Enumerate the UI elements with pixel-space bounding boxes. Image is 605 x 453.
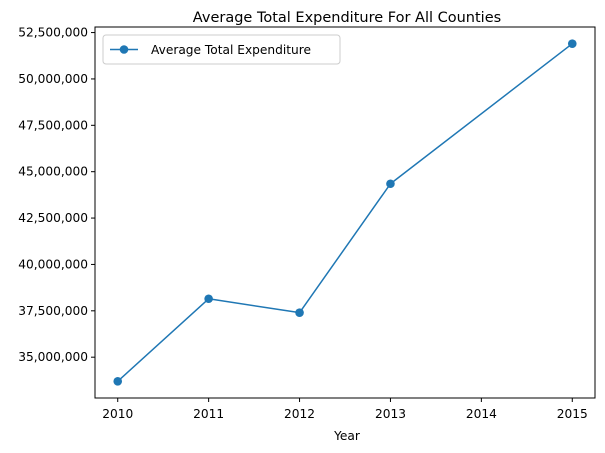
y-tick-label: 47,500,000 xyxy=(18,118,88,132)
series-line xyxy=(117,43,573,382)
plot-area: 2010 2011 2012 2013 2014 2015 35,000,000 37,500… xyxy=(18,26,588,421)
data-point xyxy=(295,308,304,317)
legend-label: Average Total Expenditure xyxy=(151,43,311,57)
x-tick-label: 2015 xyxy=(557,407,588,421)
x-tick-label: 2013 xyxy=(375,407,406,421)
x-tick-label: 2014 xyxy=(466,407,497,421)
x-tick-label: 2012 xyxy=(284,407,315,421)
chart-title: Average Total Expenditure For All Counti… xyxy=(193,10,501,26)
x-tick-label: 2011 xyxy=(193,407,224,421)
legend-marker xyxy=(119,45,129,54)
y-tick-label: 40,000,000 xyxy=(18,257,88,271)
x-axis-label: Year xyxy=(333,429,361,443)
y-tick-label: 37,500,000 xyxy=(18,304,88,318)
data-point xyxy=(204,294,213,304)
x-tick-label: 2010 xyxy=(102,407,133,421)
data-point xyxy=(113,377,123,386)
y-tick-label: 35,000,000 xyxy=(18,350,88,364)
y-tick-label: 42,500,000 xyxy=(18,211,88,225)
y-tick-label: 45,000,000 xyxy=(18,165,88,179)
y-tick-label: 50,000,000 xyxy=(18,72,88,86)
y-tick-label: 52,500,000 xyxy=(18,26,88,40)
legend-box xyxy=(102,34,341,65)
plot-frame xyxy=(94,26,596,399)
legend: Average Total Expenditure xyxy=(102,34,341,65)
data-point xyxy=(567,39,577,48)
data-point xyxy=(386,179,395,189)
